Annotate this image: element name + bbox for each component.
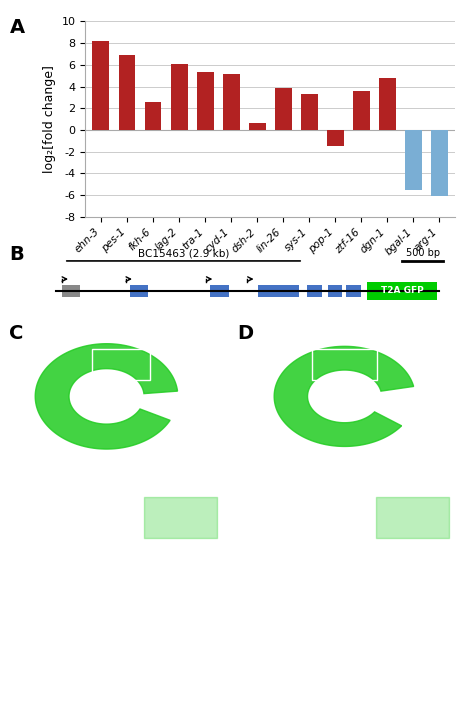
Text: C': C' bbox=[23, 476, 33, 486]
Text: D: D bbox=[237, 324, 253, 343]
Text: B: B bbox=[9, 245, 24, 264]
Text: D': D' bbox=[251, 476, 261, 486]
Bar bbox=[92, 41, 109, 130]
Text: C: C bbox=[9, 324, 24, 343]
Polygon shape bbox=[274, 346, 414, 447]
Bar bbox=[171, 64, 188, 130]
Bar bbox=[197, 72, 214, 130]
Text: 5μm: 5μm bbox=[101, 476, 118, 485]
Bar bbox=[353, 92, 370, 130]
Text: 5μm: 5μm bbox=[210, 476, 227, 485]
Bar bbox=[328, 285, 342, 296]
Text: R151.2::T2A::GFP: R151.2::T2A::GFP bbox=[313, 331, 398, 341]
Text: C'': C'' bbox=[132, 476, 144, 486]
Text: A: A bbox=[9, 18, 25, 37]
Bar bbox=[327, 130, 344, 146]
Bar bbox=[223, 74, 239, 130]
Bar bbox=[301, 94, 318, 130]
Bar bbox=[307, 285, 322, 296]
Bar bbox=[62, 285, 81, 296]
Text: BC15463: BC15463 bbox=[101, 331, 146, 341]
Text: 5μm: 5μm bbox=[442, 476, 459, 485]
Bar bbox=[431, 130, 448, 196]
Bar bbox=[118, 55, 136, 130]
Bar bbox=[379, 77, 396, 130]
Bar bbox=[130, 285, 148, 296]
Bar bbox=[210, 285, 229, 296]
Bar bbox=[145, 102, 162, 130]
Bar bbox=[346, 285, 361, 296]
Text: 5μm: 5μm bbox=[328, 476, 346, 485]
Bar bbox=[249, 123, 265, 130]
Bar bbox=[275, 88, 292, 130]
Text: 10μm: 10μm bbox=[189, 449, 211, 457]
Text: BC15463 (2.9 kb): BC15463 (2.9 kb) bbox=[138, 249, 229, 259]
Text: T2A GFP: T2A GFP bbox=[381, 287, 423, 295]
Bar bbox=[258, 285, 299, 296]
Text: D'': D'' bbox=[365, 476, 377, 486]
Bar bbox=[405, 130, 422, 190]
Y-axis label: log₂[fold change]: log₂[fold change] bbox=[43, 65, 56, 173]
Text: 10μm: 10μm bbox=[432, 449, 454, 457]
Bar bbox=[367, 282, 437, 300]
Polygon shape bbox=[35, 343, 178, 449]
Text: 500 bp: 500 bp bbox=[406, 248, 440, 258]
